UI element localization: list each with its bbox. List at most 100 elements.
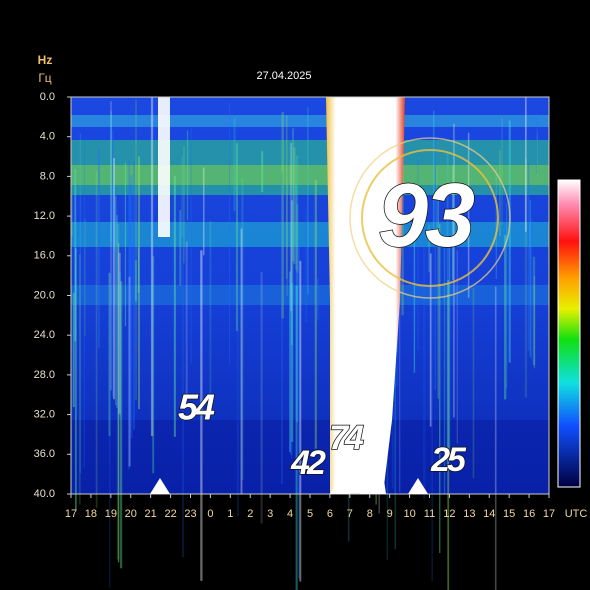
x-tick-label: 13 xyxy=(463,508,475,520)
streak xyxy=(281,172,283,485)
streak xyxy=(128,185,132,283)
streak xyxy=(128,159,130,470)
streak xyxy=(456,250,458,444)
streak xyxy=(295,285,298,590)
streak xyxy=(501,117,503,225)
streak xyxy=(495,165,497,280)
streak xyxy=(112,139,114,397)
streak xyxy=(233,117,236,212)
annotation: 42 xyxy=(290,444,326,482)
streak xyxy=(78,254,81,505)
streak xyxy=(428,225,431,273)
streak xyxy=(72,292,75,408)
streak xyxy=(131,242,135,292)
streak xyxy=(118,252,121,414)
streak xyxy=(261,151,264,193)
x-tick-label: 16 xyxy=(523,508,535,520)
streak xyxy=(181,156,184,238)
x-tick-label: 7 xyxy=(347,508,353,520)
annotation: 74 xyxy=(329,419,364,457)
streak xyxy=(229,102,231,365)
x-tick-label: 17 xyxy=(65,508,77,520)
streak xyxy=(291,270,293,460)
streak xyxy=(190,126,193,364)
x-tick-label: 22 xyxy=(164,508,176,520)
streak xyxy=(134,99,138,401)
streak xyxy=(314,179,317,449)
streak xyxy=(240,228,243,495)
streak xyxy=(286,184,288,296)
streak xyxy=(74,168,77,342)
streak xyxy=(508,120,511,363)
x-tick-label: 19 xyxy=(105,508,117,520)
streak xyxy=(532,256,536,366)
streak xyxy=(435,167,438,245)
streak xyxy=(431,281,434,582)
streak xyxy=(535,113,539,175)
x-tick-label: 14 xyxy=(483,508,495,520)
streak xyxy=(83,139,86,468)
streak xyxy=(429,253,432,427)
streak xyxy=(134,260,137,302)
streak xyxy=(150,97,154,437)
annotation: 54 xyxy=(178,387,215,428)
streak xyxy=(116,224,120,560)
x-tick-label: 8 xyxy=(367,508,373,520)
y-tick-label: 28.0 xyxy=(34,369,55,381)
streak xyxy=(472,287,475,479)
streak xyxy=(289,271,291,453)
x-tick-label: 3 xyxy=(267,508,273,520)
streak xyxy=(130,175,133,439)
streak xyxy=(137,247,140,293)
streak xyxy=(183,146,185,264)
streak xyxy=(133,162,135,430)
x-tick-label: 18 xyxy=(85,508,97,520)
y-tick-label: 12.0 xyxy=(34,210,55,222)
streak xyxy=(241,177,244,480)
streak xyxy=(114,186,117,254)
streak xyxy=(533,275,536,369)
streak xyxy=(417,160,419,351)
streak xyxy=(423,195,426,500)
streak xyxy=(117,243,120,563)
streak xyxy=(138,156,140,409)
streak xyxy=(434,138,436,390)
streak xyxy=(451,165,454,281)
streak xyxy=(119,281,123,569)
streak xyxy=(209,220,212,408)
x-tick-label: 21 xyxy=(145,508,157,520)
streak xyxy=(307,107,309,294)
streak xyxy=(316,277,319,321)
y-tick-label: 32.0 xyxy=(34,409,55,421)
streak xyxy=(290,200,294,442)
streak xyxy=(448,238,451,455)
y-unit-label: Hz xyxy=(38,53,53,67)
streak xyxy=(115,195,117,406)
chart-title: 27.04.2025 xyxy=(256,70,311,82)
streak xyxy=(499,149,501,237)
streak xyxy=(293,147,296,264)
markers xyxy=(150,405,428,494)
streak xyxy=(236,292,240,517)
x-tick-label: 10 xyxy=(403,508,415,520)
x-tick-label: 20 xyxy=(125,508,137,520)
y-tick-label: 24.0 xyxy=(34,329,55,341)
streak xyxy=(530,218,533,360)
x-tick-label: 4 xyxy=(287,508,293,520)
annotation: 25 xyxy=(430,441,467,479)
streak xyxy=(113,158,115,400)
x-tick-label: 9 xyxy=(387,508,393,520)
y-tick-label: 8.0 xyxy=(40,170,55,182)
y-unit-label: Гц xyxy=(38,71,51,85)
streak xyxy=(413,224,416,373)
streak xyxy=(111,129,114,245)
x-tick-label: 0 xyxy=(207,508,213,520)
streak xyxy=(286,115,288,279)
streak xyxy=(527,161,530,351)
x-tick-label: 17 xyxy=(543,508,555,520)
streak xyxy=(71,194,73,236)
x-tick-label: 6 xyxy=(327,508,333,520)
streak xyxy=(108,272,111,437)
streak xyxy=(109,282,111,588)
streak xyxy=(202,167,205,256)
